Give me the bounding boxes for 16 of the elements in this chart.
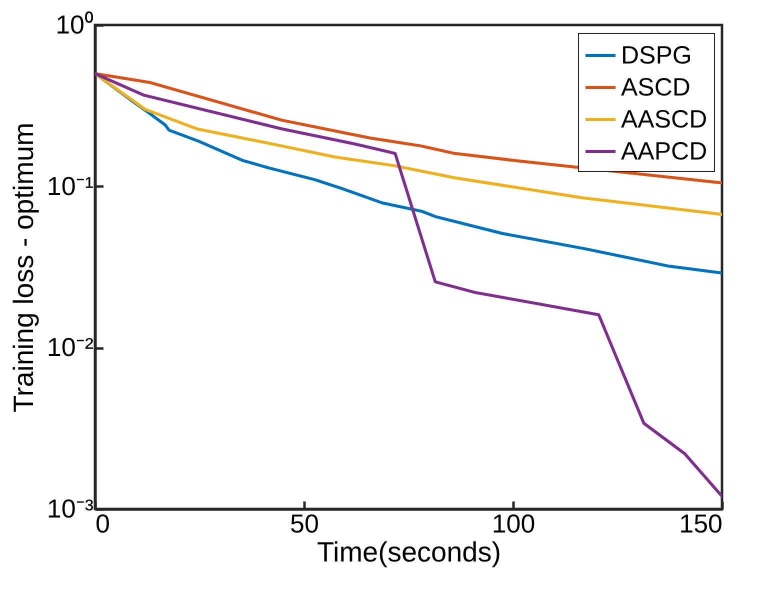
legend-label: AAPCD xyxy=(621,138,708,166)
x-tick-label: 150 xyxy=(679,508,722,538)
legend-label: ASCD xyxy=(621,74,690,102)
x-tick-label: 0 xyxy=(96,508,110,538)
x-tick-label: 100 xyxy=(492,508,536,538)
y-axis-title: Training loss - optimum xyxy=(8,122,39,412)
y-tick-label: 10⁻¹ xyxy=(46,170,94,201)
x-axis-title: Time(seconds) xyxy=(316,536,502,568)
legend-label: DSPG xyxy=(621,42,692,70)
y-tick-label: 10⁰ xyxy=(56,10,94,40)
y-tick-label: 10⁻³ xyxy=(46,494,94,524)
y-tick-label: 10⁻² xyxy=(46,332,94,362)
line-series xyxy=(95,72,722,498)
x-tick-label: 50 xyxy=(290,508,319,538)
line-series xyxy=(95,72,722,184)
legend-label: AASCD xyxy=(621,106,708,134)
